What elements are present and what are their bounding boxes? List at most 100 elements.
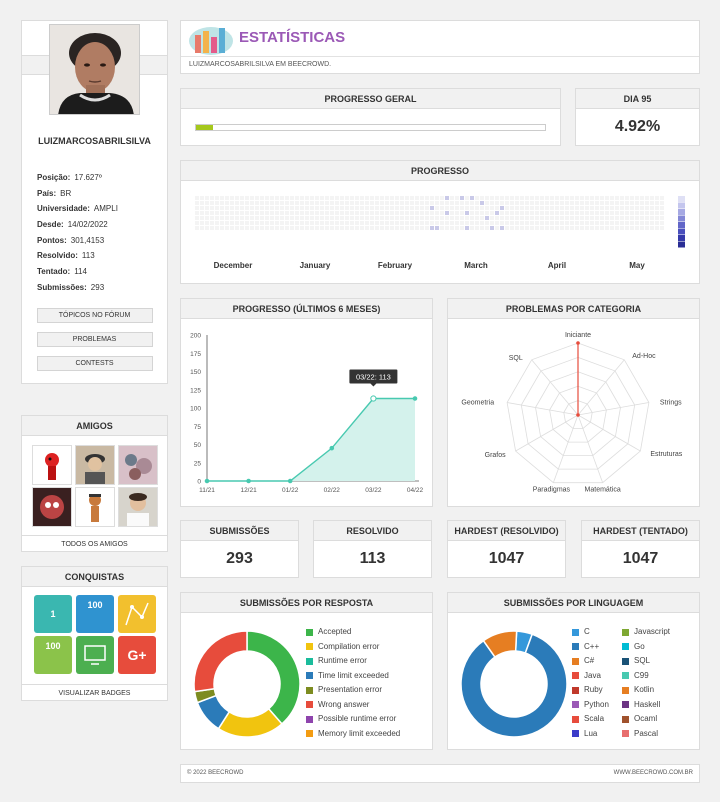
legend-item[interactable]: Pascal	[622, 727, 658, 742]
heatmap-cell	[340, 201, 344, 205]
heatmap-cell	[430, 196, 434, 200]
legend-item[interactable]: C++	[572, 640, 599, 655]
legend-item[interactable]: Ocaml	[622, 712, 657, 727]
heatmap-cell	[220, 206, 224, 210]
legend-item[interactable]: Compilation error	[306, 640, 431, 655]
heatmap-cell	[605, 206, 609, 210]
heatmap-cell	[380, 201, 384, 205]
friend-avatar[interactable]	[32, 487, 72, 527]
legend-swatch	[622, 730, 629, 738]
heatmap-cell	[200, 216, 204, 220]
legend-item[interactable]: Go	[622, 640, 645, 655]
friend-avatar[interactable]	[118, 445, 158, 485]
heatmap-cell	[415, 226, 419, 230]
heatmap-cell	[375, 226, 379, 230]
legend-item[interactable]: C#	[572, 654, 594, 669]
donut-slice[interactable]	[193, 630, 248, 693]
line-point[interactable]	[246, 478, 251, 484]
friend-avatar[interactable]	[75, 445, 115, 485]
legend-item[interactable]: Runtime error	[306, 654, 431, 669]
progress-line-chart: 0 25 50 75 100 125 150 175 200 11/21 12/21 01/22 02/…	[190, 333, 423, 495]
x-tick-label: 12/21	[240, 487, 257, 494]
heatmap-cell	[420, 226, 424, 230]
radar-grid	[563, 400, 593, 429]
heatmap-cell	[240, 211, 244, 215]
x-tick-label: 11/21	[199, 487, 215, 494]
donut-slice[interactable]	[246, 630, 301, 725]
legend-item[interactable]: SQL	[622, 654, 650, 669]
legend-item[interactable]: Presentation error	[306, 683, 431, 698]
radar-grid	[520, 356, 636, 470]
badge-computer-icon[interactable]	[76, 636, 114, 674]
heatmap-cell	[535, 216, 539, 220]
legend-swatch	[572, 730, 579, 738]
donut-slice[interactable]	[482, 630, 518, 659]
line-point[interactable]	[287, 478, 293, 484]
radar-point[interactable]	[576, 413, 580, 417]
legend-item[interactable]: Scala	[572, 712, 604, 727]
donut-slice[interactable]	[460, 633, 568, 738]
profile-username[interactable]: LUIZMARCOSABRILSILVA	[38, 136, 151, 146]
forum-topics-button[interactable]: TÓPICOS NO FÓRUM	[36, 308, 153, 323]
badge-map-icon[interactable]	[118, 595, 156, 633]
submissions-stat-card: SUBMISSÕES 293	[180, 520, 299, 578]
badge-one-icon[interactable]: 1	[34, 595, 72, 633]
legend-item[interactable]: Java	[572, 669, 601, 684]
heatmap-cell	[400, 216, 404, 220]
heatmap-cell	[450, 216, 454, 220]
line-point[interactable]	[204, 478, 210, 484]
legend-item[interactable]: Time limit exceeded	[306, 669, 431, 684]
heatmap-cell	[280, 206, 284, 210]
heatmap-cell	[600, 216, 604, 220]
badge-hundred-icon[interactable]: 100	[76, 595, 114, 633]
legend-item[interactable]: Python	[572, 698, 609, 713]
heatmap-cell	[630, 216, 634, 220]
heatmap-cell	[385, 196, 389, 200]
line-point[interactable]	[412, 396, 418, 401]
heatmap-cell	[580, 216, 584, 220]
heatmap-cell	[230, 221, 234, 225]
legend-item[interactable]: Memory limit exceeded	[306, 727, 431, 742]
category-radar-chart: Iniciante Ad-Hoc Strings Estruturas Matemáti…	[461, 332, 682, 494]
contests-button[interactable]: CONTESTS	[36, 356, 153, 371]
problems-button[interactable]: PROBLEMAS	[36, 332, 153, 347]
heatmap-cell	[650, 221, 654, 225]
heatmap-cell	[460, 201, 464, 205]
footer-site-link[interactable]: WWW.BEECROWD.COM.BR	[613, 770, 693, 776]
heatmap-cell	[510, 211, 514, 215]
legend-swatch	[306, 628, 313, 636]
heatmap-cell	[335, 201, 339, 205]
heatmap-cell	[210, 221, 214, 225]
legend-item[interactable]: Ruby	[572, 683, 603, 698]
radar-point[interactable]	[576, 341, 580, 345]
heatmap-cell	[265, 201, 269, 205]
legend-item[interactable]: Javascript	[622, 625, 670, 640]
all-friends-link[interactable]: TODOS OS AMIGOS	[61, 541, 128, 548]
profile-info-row: Posição: 17.627º	[37, 170, 162, 186]
heatmap-cell	[560, 201, 564, 205]
answers-card: SUBMISSÕES POR RESPOSTA Accepted Compilat…	[180, 592, 433, 750]
heatmap-cell	[530, 201, 534, 205]
line-point[interactable]	[329, 445, 335, 451]
badge-hundred-green-icon[interactable]: 100	[34, 636, 72, 674]
heatmap-cell	[205, 196, 209, 200]
legend-item[interactable]: C99	[622, 669, 649, 684]
legend-item[interactable]: Wrong answer	[306, 698, 431, 713]
badge-google-plus-icon[interactable]: G+	[118, 636, 156, 674]
legend-item[interactable]: Accepted	[306, 625, 431, 640]
legend-item[interactable]: C	[572, 625, 590, 640]
line-point[interactable]	[370, 395, 377, 402]
heatmap-cell	[450, 206, 454, 210]
friend-avatar[interactable]	[75, 487, 115, 527]
heatmap-cell	[260, 211, 264, 215]
friend-avatar[interactable]	[118, 487, 158, 527]
legend-item[interactable]: Possible runtime error	[306, 712, 431, 727]
heatmap-cell	[645, 201, 649, 205]
heatmap-cell	[470, 211, 474, 215]
view-badges-link[interactable]: VISUALIZAR BADGES	[58, 690, 131, 697]
legend-item[interactable]: Haskell	[622, 698, 660, 713]
friend-avatar[interactable]	[32, 445, 72, 485]
legend-item[interactable]: Lua	[572, 727, 597, 742]
avatar[interactable]	[49, 24, 140, 115]
legend-item[interactable]: Kotlin	[622, 683, 654, 698]
